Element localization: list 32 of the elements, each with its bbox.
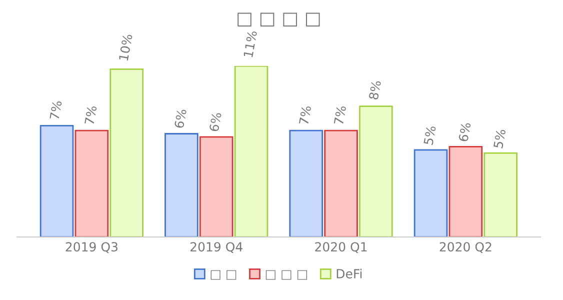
data-label: 6% bbox=[458, 122, 471, 142]
x-tick-label: 2020 Q2 bbox=[440, 242, 492, 253]
bar bbox=[40, 124, 74, 237]
bar bbox=[324, 130, 358, 237]
legend-label: □ □ bbox=[210, 270, 236, 280]
x-tick-label: 2019 Q3 bbox=[66, 242, 118, 253]
data-label: 11% bbox=[243, 30, 258, 58]
bar bbox=[74, 130, 109, 237]
bar bbox=[414, 149, 448, 237]
bar bbox=[359, 106, 393, 237]
bar bbox=[234, 66, 268, 237]
bar bbox=[110, 68, 144, 237]
legend-label: □ □ □ bbox=[266, 270, 307, 280]
data-label: 8% bbox=[368, 80, 382, 100]
x-tick-label: 2019 Q4 bbox=[190, 242, 242, 253]
bar bbox=[484, 152, 518, 237]
bar bbox=[164, 133, 198, 237]
legend-label: DeFi bbox=[336, 268, 362, 278]
x-tick-label: 2020 Q1 bbox=[315, 242, 367, 253]
data-label: 5% bbox=[423, 125, 436, 146]
bar bbox=[199, 136, 234, 237]
chart-title: □ □ □ □ bbox=[238, 12, 320, 27]
data-label: 7% bbox=[298, 105, 312, 125]
data-label: 10% bbox=[118, 34, 132, 61]
bar bbox=[289, 130, 324, 237]
bar bbox=[448, 146, 483, 237]
data-label: 6% bbox=[174, 108, 187, 128]
data-label: 7% bbox=[334, 105, 346, 125]
data-label: 7% bbox=[84, 105, 97, 125]
data-label: 6% bbox=[209, 112, 222, 132]
data-label: 5% bbox=[493, 128, 506, 148]
data-label: 7% bbox=[50, 100, 62, 120]
